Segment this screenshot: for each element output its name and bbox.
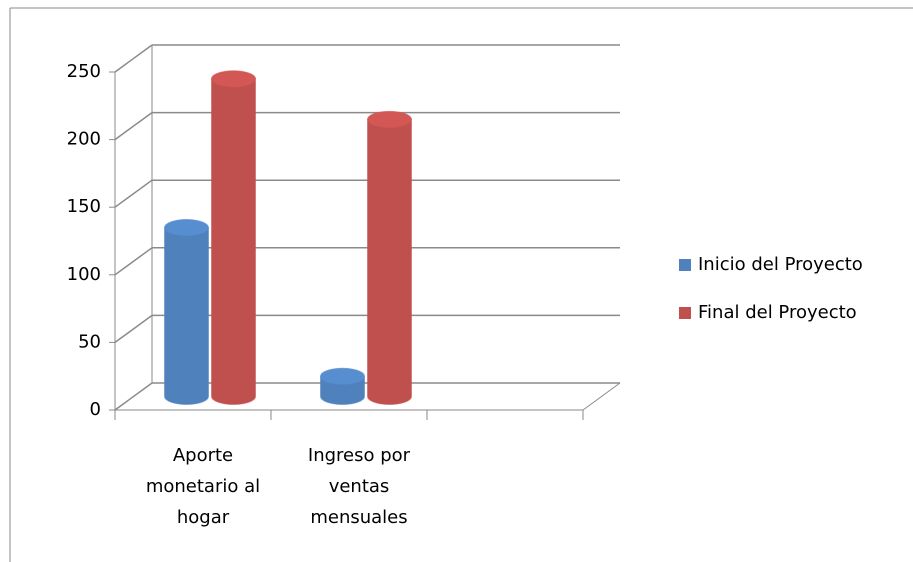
grid-line (114, 314, 153, 344)
bar-body (367, 118, 412, 405)
bar-body (211, 78, 256, 405)
y-tick-label: 0 (90, 399, 101, 420)
bar (211, 70, 256, 405)
y-tick-label: 150 (67, 196, 101, 217)
y-tick-label: 200 (67, 129, 101, 150)
legend-label: Final del Proyecto (698, 302, 857, 323)
bar-top (367, 110, 412, 128)
bar (367, 110, 412, 405)
bar-top (320, 367, 365, 385)
grid-line (114, 44, 153, 73)
y-tick-label: 50 (78, 331, 101, 352)
bar (164, 219, 209, 405)
axis-line (582, 382, 621, 411)
grid-line (114, 247, 153, 276)
bar-top (211, 70, 256, 88)
bar-top (164, 219, 209, 236)
x-tick-label: Ingreso por ventas mensuales (307, 445, 411, 528)
legend-swatch (679, 259, 691, 271)
grid-line (114, 382, 153, 411)
legend-label: Inicio del Proyecto (698, 254, 863, 275)
y-tick-label: 100 (67, 264, 101, 285)
grid-line (114, 179, 153, 208)
grid-line (114, 111, 153, 141)
legend-swatch (679, 307, 691, 319)
y-tick-label: 250 (67, 61, 101, 82)
bar (320, 367, 365, 405)
x-tick-label: Aporte monetario al hogar (145, 445, 261, 528)
bar-body (164, 227, 209, 405)
